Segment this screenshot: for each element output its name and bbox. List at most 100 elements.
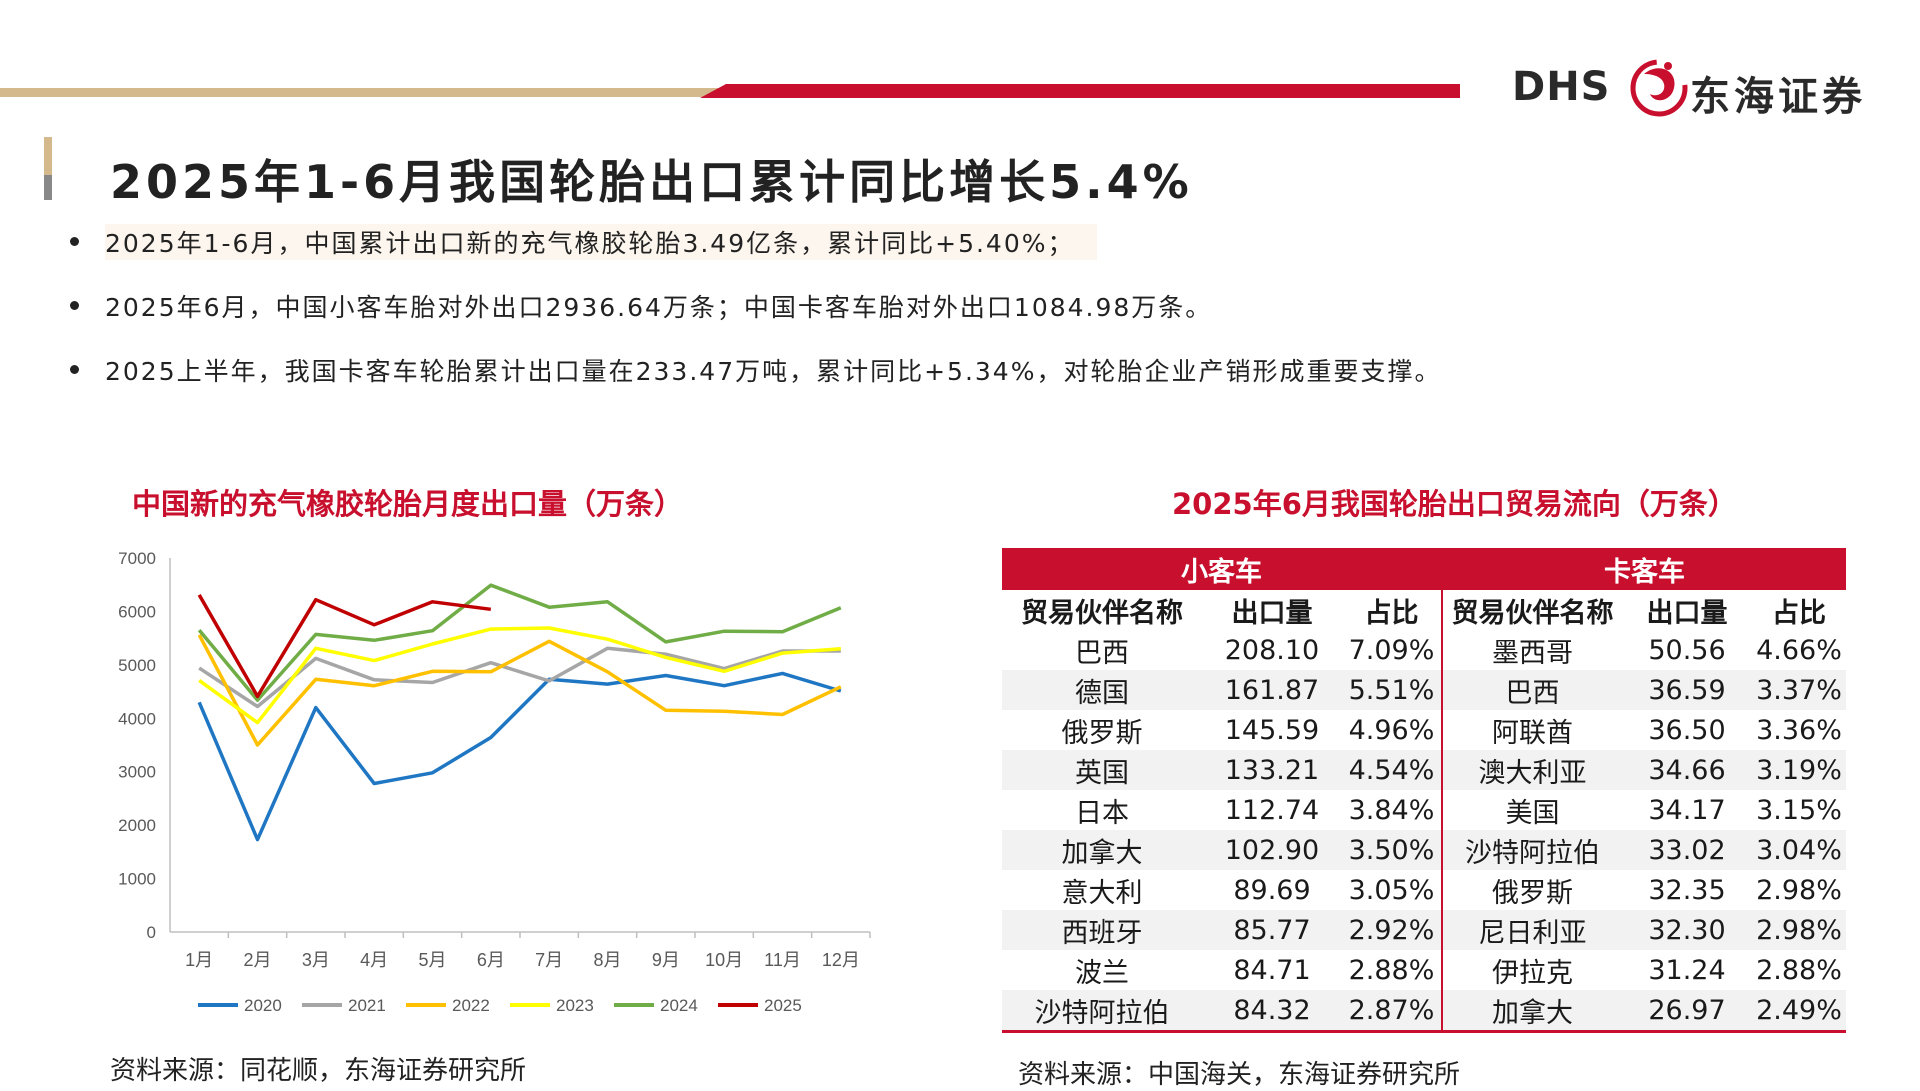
table-row: 巴西 208.10 7.09% 墨西哥 50.56 4.66% [1002,630,1846,670]
table-cell: 伊拉克 [1441,950,1622,990]
series-line-2021 [198,646,841,709]
chart-title: 中国新的充气橡胶轮胎月度出口量（万条） [132,487,684,521]
table-cell: 3.15% [1752,790,1846,830]
x-tick-label: 12月 [822,950,860,970]
table-cell: 161.87 [1202,670,1342,710]
table-cell: 2.98% [1752,910,1846,950]
table-cell: 5.51% [1342,670,1442,710]
series-line-2025 [197,594,492,699]
table-cell: 4.66% [1752,630,1846,670]
table-cell: 3.84% [1342,790,1442,830]
table-cell: 俄罗斯 [1441,870,1622,910]
table-cell: 美国 [1441,790,1622,830]
table-cell: 84.32 [1202,990,1342,1033]
column-header: 贸易伙伴名称 [1441,590,1622,630]
table-cell: 德国 [1002,670,1202,710]
table-cell: 巴西 [1441,670,1622,710]
y-tick-label: 5000 [118,656,156,675]
bullet-text: 2025上半年，我国卡客车轮胎累计出口量在233.47万吨，累计同比+5.34%… [105,357,1442,386]
table-cell: 4.54% [1342,750,1442,790]
table-cell: 阿联酋 [1441,710,1622,750]
y-tick-label: 4000 [118,709,156,728]
x-tick-label: 4月 [360,950,388,970]
x-tick-label: 10月 [705,950,743,970]
table-cell: 2.92% [1342,910,1442,950]
table-cell: 50.56 [1622,630,1752,670]
table-cell: 34.17 [1622,790,1752,830]
y-tick-label: 3000 [118,763,156,782]
x-tick-label: 5月 [418,950,446,970]
table-cell: 36.50 [1622,710,1752,750]
series-line-2022 [197,634,842,747]
table-row: 加拿大 102.90 3.50% 沙特阿拉伯 33.02 3.04% [1002,830,1846,870]
bullet-text: 2025年1-6月，中国累计出口新的充气橡胶轮胎3.49亿条，累计同比+5.40… [105,224,1097,260]
dragon-icon [1630,59,1688,117]
table-cell: 2.49% [1752,990,1846,1033]
table-cell: 3.19% [1752,750,1846,790]
table-cell: 波兰 [1002,950,1202,990]
table-cell: 2.88% [1752,950,1846,990]
table-cell: 133.21 [1202,750,1342,790]
x-tick-label: 11月 [764,950,801,970]
table-cell: 沙特阿拉伯 [1441,830,1622,870]
group-header-passenger: 小客车 [1002,548,1442,590]
column-header: 占比 [1342,590,1442,630]
table-cell: 加拿大 [1002,830,1202,870]
table-cell: 89.69 [1202,870,1342,910]
bullet-text: 2025年6月，中国小客车胎对外出口2936.64万条；中国卡客车胎对外出口10… [105,293,1213,322]
table-cell: 西班牙 [1002,910,1202,950]
table-cell: 85.77 [1202,910,1342,950]
table-row: 俄罗斯 145.59 4.96% 阿联酋 36.50 3.36% [1002,710,1846,750]
table-cell: 84.71 [1202,950,1342,990]
table-cell: 英国 [1002,750,1202,790]
series-line-2024 [197,583,842,702]
table-cell: 尼日利亚 [1441,910,1622,950]
column-header: 出口量 [1202,590,1342,630]
table-row: 日本 112.74 3.84% 美国 34.17 3.15% [1002,790,1846,830]
table-cell: 2.87% [1342,990,1442,1033]
table-cell: 澳大利亚 [1441,750,1622,790]
series-line-2020 [197,671,842,842]
chart-source-note: 资料来源：同花顺，东海证券研究所 [110,1056,527,1086]
legend-label: 2021 [348,996,386,1015]
logo-chinese-name: 东海证券 [1690,74,1866,120]
table-row: 德国 161.87 5.51% 巴西 36.59 3.37% [1002,670,1846,710]
table-cell: 2.88% [1342,950,1442,990]
table-cell: 208.10 [1202,630,1342,670]
bullet-dot [70,237,79,246]
trade-flow-table: 小客车 卡客车 贸易伙伴名称 出口量 占比 贸易伙伴名称 出口量 占比 巴西 20… [1002,548,1846,1033]
table-cell: 2.98% [1752,870,1846,910]
legend-label: 2025 [764,996,802,1015]
legend-label: 2023 [556,996,594,1015]
table-row: 英国 133.21 4.54% 澳大利亚 34.66 3.19% [1002,750,1846,790]
legend-label: 2022 [452,996,490,1015]
column-header: 占比 [1752,590,1846,630]
table-source-note: 资料来源：中国海关，东海证券研究所 [1018,1060,1461,1090]
table-row: 意大利 89.69 3.05% 俄罗斯 32.35 2.98% [1002,870,1846,910]
legend-label: 2024 [660,996,698,1015]
x-tick-label: 9月 [652,950,680,970]
table-cell: 31.24 [1622,950,1752,990]
legend-label: 2020 [244,996,282,1015]
table-title: 2025年6月我国轮胎出口贸易流向（万条） [1172,487,1737,521]
series-line-2023 [198,626,841,725]
table-cell: 3.36% [1752,710,1846,750]
x-tick-label: 2月 [243,950,271,970]
table-cell: 俄罗斯 [1002,710,1202,750]
table-cell: 沙特阿拉伯 [1002,990,1202,1033]
bullet-dot [70,301,79,310]
table-row: 波兰 84.71 2.88% 伊拉克 31.24 2.88% [1002,950,1846,990]
header-red-bar [700,84,1460,98]
table-cell: 3.50% [1342,830,1442,870]
x-tick-label: 8月 [593,950,621,970]
table-row: 西班牙 85.77 2.92% 尼日利亚 32.30 2.98% [1002,910,1846,950]
table-row: 沙特阿拉伯 84.32 2.87% 加拿大 26.97 2.49% [1002,990,1846,1033]
table-cell: 32.35 [1622,870,1752,910]
table-cell: 34.66 [1622,750,1752,790]
table-cell: 26.97 [1622,990,1752,1033]
y-tick-label: 6000 [118,602,156,621]
table-cell: 102.90 [1202,830,1342,870]
table-cell: 3.37% [1752,670,1846,710]
x-tick-label: 6月 [477,950,505,970]
x-tick-label: 7月 [535,950,563,970]
